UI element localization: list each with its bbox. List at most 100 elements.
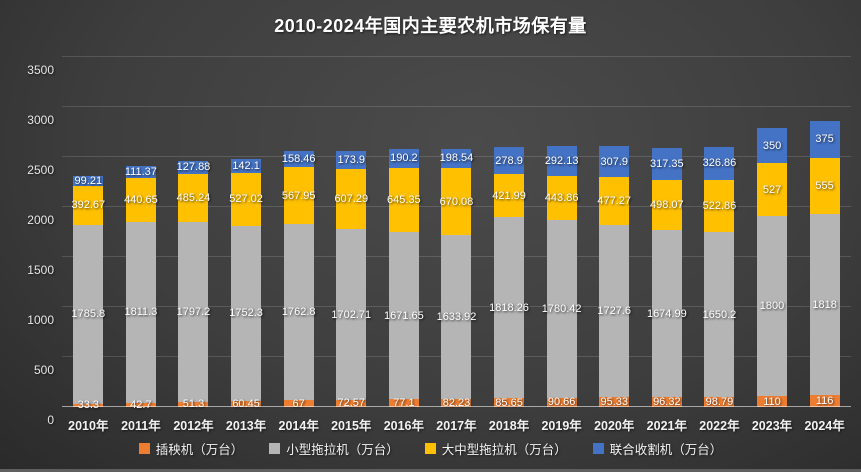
data-label: 278.9 [495, 154, 523, 167]
bar-stack: 85.65 1818.26 421.99 278.9 [489, 146, 529, 409]
data-label: 1674.99 [646, 307, 687, 320]
bar-segment: 392.67 [71, 185, 105, 226]
bar-segment: 317.35 [650, 148, 684, 181]
y-axis-tick-label: 0 [47, 413, 54, 427]
bar-segment: 498.07 [650, 180, 684, 230]
bar-segment: 190.2 [388, 148, 419, 168]
x-axis-category-label: 2012年 [173, 419, 214, 433]
legend-item: 大中型拖拉机（万台） [424, 439, 567, 458]
bar-segment: 527.02 [229, 173, 263, 226]
y-axis-tick-label: 2000 [27, 213, 54, 227]
bar-column: 95.33 1727.6 477.27 307.9 2020年 [588, 57, 641, 433]
bar-segment: 95.33 [599, 396, 630, 409]
bar-segment: 607.29 [334, 168, 369, 230]
data-label: 607.29 [334, 193, 369, 206]
bar-segment: 645.35 [387, 167, 421, 233]
bar-segment: 421.99 [492, 174, 526, 217]
data-label: 375 [815, 133, 834, 146]
bar-segment: 33.3 [73, 399, 104, 411]
bar-segment: 111.37 [125, 166, 157, 178]
bar-segment: 375 [809, 120, 840, 159]
data-label: 190.2 [390, 152, 418, 165]
bar-segment: 1727.6 [597, 224, 631, 398]
legend-label: 大中型拖拉机（万台） [441, 443, 567, 457]
data-label: 443.86 [544, 191, 579, 204]
bar-segment: 198.54 [440, 148, 473, 169]
bar-segment: 1762.8 [281, 224, 316, 401]
data-label: 127.88 [176, 161, 211, 174]
bar-stack: 110 1800 527 350 [757, 128, 788, 408]
data-label: 1702.71 [331, 308, 372, 321]
bar-stack: 67 1762.8 567.95 158.46 [281, 151, 316, 410]
bar-segment: 42.7 [125, 399, 156, 411]
bar-column: 60.45 1752.3 527.02 142.1 2013年 [220, 57, 273, 433]
bar-segment: 110 [757, 395, 788, 408]
y-axis-tick-label: 3500 [27, 63, 54, 77]
y-axis-tick-label: 1000 [27, 313, 54, 327]
data-label: 158.46 [281, 153, 316, 166]
x-axis-category-label: 2010年 [68, 419, 109, 433]
data-label: 1818.26 [489, 301, 529, 314]
bar-segment: 1702.71 [331, 229, 371, 400]
legend-swatch-icon [138, 443, 150, 454]
data-label: 110 [763, 395, 781, 408]
data-label: 1811.3 [124, 306, 158, 319]
data-label: 1818 [812, 298, 837, 311]
legend-label: 联合收割机（万台） [609, 443, 723, 457]
data-label: 99.21 [74, 174, 103, 187]
data-label: 498.07 [650, 198, 684, 211]
data-label: 1800 [759, 300, 785, 312]
data-label: 1752.3 [229, 307, 263, 320]
bar-segment: 1674.99 [647, 229, 687, 398]
data-label: 90.66 [547, 396, 576, 409]
x-axis-category-label: 2011年 [121, 419, 161, 433]
data-label: 72.57 [337, 397, 366, 410]
bar-column: 96.32 1674.99 498.07 317.35 2021年 [641, 57, 694, 433]
data-label: 307.9 [600, 155, 628, 168]
bar-segment: 440.65 [124, 177, 158, 222]
data-label: 1762.8 [281, 306, 316, 319]
chart-legend: 插秧机（万台） 小型拖拉机（万台） 大中型拖拉机（万台） 联合收割机（万台） [0, 439, 861, 458]
gridline: 3000 [27, 106, 851, 127]
data-label: 527 [762, 183, 782, 196]
x-axis-category-label: 2019年 [541, 419, 582, 433]
bar-segment: 51.3 [178, 398, 209, 410]
data-label: 95.33 [600, 396, 628, 409]
bar-column: 82.23 1633.92 670.08 198.54 2017年 [430, 57, 483, 433]
data-label: 292.13 [544, 154, 579, 167]
data-label: 173.9 [337, 154, 366, 167]
legend-swatch-icon [424, 443, 436, 454]
data-label: 42.7 [130, 398, 152, 411]
data-label: 326.86 [702, 157, 737, 170]
data-label: 1671.65 [383, 309, 424, 322]
bar-segment: 670.08 [440, 168, 473, 236]
bar-segment: 326.86 [702, 147, 737, 180]
legend-item: 小型拖拉机（万台） [269, 439, 399, 458]
bar-segment: 1818.26 [489, 216, 529, 399]
x-axis-line: 0 [47, 406, 851, 427]
data-label: 142.1 [232, 159, 260, 172]
bar-segment: 85.65 [494, 397, 525, 409]
data-label: 485.24 [176, 191, 211, 204]
bar-stack: 77.1 1671.65 645.35 190.2 [384, 148, 424, 409]
data-label: 421.99 [492, 189, 526, 202]
data-label: 645.35 [387, 193, 421, 206]
bar-segment: 477.27 [597, 177, 631, 225]
x-axis-category-label: 2020年 [594, 419, 635, 433]
data-label: 60.45 [232, 397, 260, 410]
x-axis-category-label: 2017年 [436, 419, 477, 433]
legend-item: 联合收割机（万台） [592, 439, 723, 458]
bar-column: 85.65 1818.26 421.99 278.9 2018年 [483, 57, 536, 433]
y-axis-tick-label: 1500 [27, 263, 54, 277]
x-axis-category-label: 2024年 [804, 419, 845, 433]
chart-title: 2010-2024年国内主要农机市场保有量 [274, 16, 587, 36]
bar-segment: 142.1 [231, 158, 262, 174]
bar-segment: 567.95 [282, 167, 316, 225]
data-label: 98.79 [705, 396, 734, 409]
bar-column: 90.66 1780.42 443.86 292.13 2019年 [535, 57, 588, 433]
bar-segment: 555 [809, 158, 840, 214]
bar-stack: 33.3 1785.8 392.67 99.21 [71, 174, 105, 411]
x-axis-category-label: 2018年 [488, 419, 530, 433]
bar-stack: 60.45 1752.3 527.02 142.1 [229, 158, 263, 410]
